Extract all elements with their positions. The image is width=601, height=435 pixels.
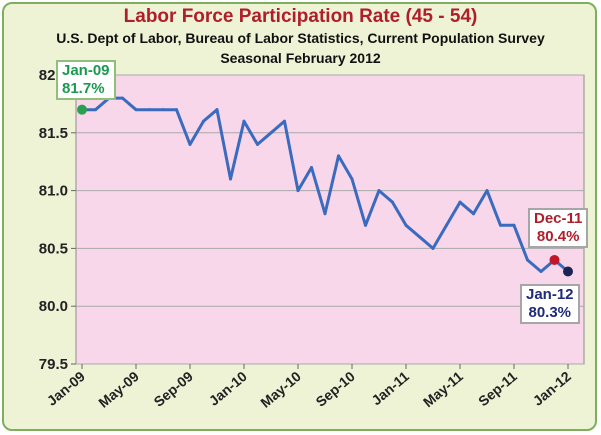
data-point (472, 212, 475, 216)
data-point (134, 108, 138, 112)
callout-jan: Jan-12 80.3% (520, 284, 580, 324)
x-tick-label: May-09 (95, 368, 142, 411)
marker-start (77, 104, 87, 115)
data-point (364, 223, 367, 227)
data-point (526, 258, 529, 262)
data-point (148, 108, 151, 112)
x-tick-label: May-10 (257, 368, 304, 411)
data-point (377, 189, 381, 193)
data-point (256, 142, 259, 146)
y-tick-label: 81.0 (39, 183, 68, 200)
callout-start-value: 81.7% (62, 80, 105, 97)
data-point (539, 270, 543, 274)
y-tick-label: 79.5 (39, 356, 68, 373)
data-point (391, 200, 394, 204)
data-point (269, 131, 273, 135)
callout-dec: Dec-11 80.4% (528, 208, 589, 248)
chart-title: Labor Force Participation Rate (45 - 54) (123, 6, 478, 27)
x-tick-label: May-11 (420, 368, 466, 410)
data-point (499, 223, 502, 227)
data-point (283, 119, 286, 123)
data-point (418, 235, 421, 239)
plot-area (75, 74, 585, 365)
data-point (296, 189, 300, 193)
data-point (512, 223, 516, 227)
y-tick-label: 80.5 (39, 240, 68, 257)
x-tick-label: Sep-09 (150, 368, 196, 410)
y-tick-label: 81.5 (39, 125, 68, 142)
data-point (188, 142, 192, 146)
x-tick-label: Sep-10 (312, 368, 358, 410)
data-point (175, 108, 178, 112)
marker-dec (549, 254, 560, 265)
data-point (94, 108, 97, 112)
data-point (431, 246, 435, 250)
x-tick-label: Jan-09 (44, 368, 88, 409)
data-point (215, 108, 219, 112)
callout-dec-value: 80.4% (536, 228, 580, 245)
data-point (445, 223, 448, 227)
data-point (229, 177, 232, 181)
data-point (242, 119, 246, 123)
callout-jan-value: 80.3% (528, 304, 572, 321)
data-point (350, 177, 354, 181)
data-point (161, 108, 165, 112)
callout-start: Jan-09 81.7% (56, 60, 116, 100)
x-tick-label: Sep-11 (475, 368, 520, 409)
y-tick-label: 80.0 (39, 298, 68, 315)
x-tick-label: Jan-12 (530, 368, 574, 409)
callout-dec-date: Dec-11 (534, 210, 583, 227)
marker-jan (563, 266, 573, 277)
x-tick-label: Jan-10 (206, 368, 250, 409)
data-point (458, 200, 462, 204)
data-point (202, 119, 205, 123)
data-point (310, 165, 313, 169)
data-point (337, 154, 340, 158)
callout-start-date: Jan-09 (62, 62, 110, 79)
data-point (404, 223, 408, 227)
chart-subtitle-season: Seasonal February 2012 (220, 50, 381, 66)
x-tick-label: Jan-11 (368, 368, 412, 408)
callout-jan-date: Jan-12 (526, 286, 574, 303)
data-point (121, 96, 124, 100)
chart-subtitle: U.S. Dept of Labor, Bureau of Labor Stat… (56, 30, 545, 46)
data-point (323, 212, 327, 216)
data-point (485, 189, 489, 193)
